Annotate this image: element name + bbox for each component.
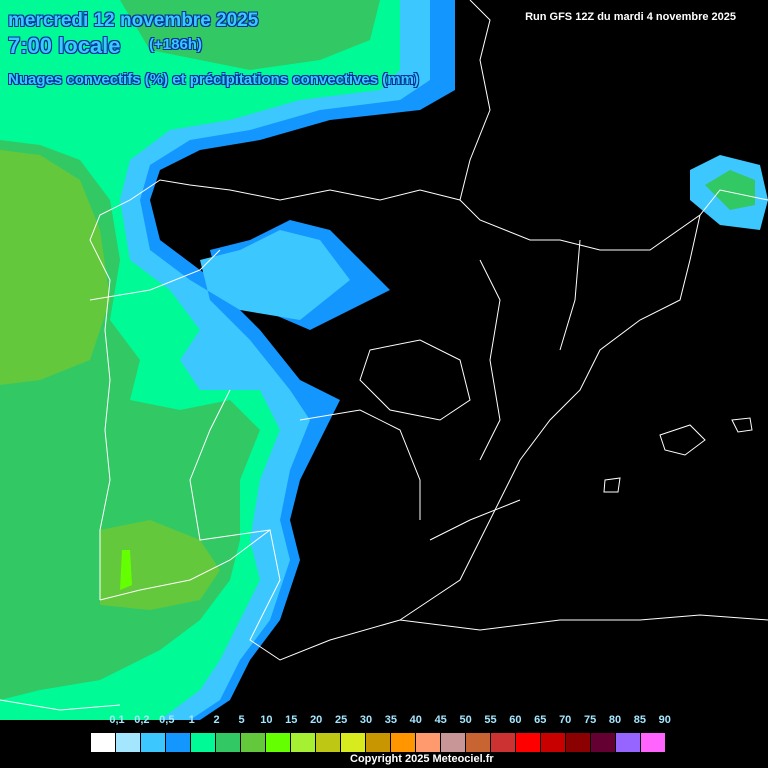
legend-label: 35: [384, 714, 398, 726]
legend-label: 55: [484, 714, 497, 726]
legend-label: 0,2: [134, 714, 150, 726]
forecast-lead-time: (+186h): [149, 36, 202, 53]
legend-swatch: [140, 732, 166, 753]
model-run-info: Run GFS 12Z du mardi 4 novembre 2025: [525, 11, 736, 23]
legend-label: 40: [409, 714, 422, 726]
legend-label: 45: [434, 714, 447, 726]
legend-swatch: [465, 732, 491, 753]
legend-label: 75: [583, 714, 597, 726]
legend-label: 0,5: [159, 714, 175, 726]
legend-swatch: [240, 732, 266, 753]
legend-label: 90: [658, 714, 671, 726]
legend-label: 0,1: [109, 714, 125, 726]
parameter-title: Nuages convectifs (%) et précipitations …: [8, 71, 419, 88]
legend-swatch: [565, 732, 591, 753]
legend-swatch: [490, 732, 516, 753]
coastlines: [0, 0, 768, 711]
legend-swatch: [440, 732, 466, 753]
legend-swatch: [215, 732, 241, 753]
legend-swatch: [590, 732, 616, 753]
legend-swatch: [90, 732, 116, 753]
legend-swatch: [115, 732, 141, 753]
field-bright-green: [120, 550, 132, 590]
field-olive-south: [100, 520, 220, 610]
legend-swatch: [190, 732, 216, 753]
legend-swatch: [415, 732, 441, 753]
legend-label: 20: [310, 714, 323, 726]
legend-label: 2: [213, 714, 220, 726]
legend-label: 30: [359, 714, 373, 726]
legend-label: 65: [534, 714, 547, 726]
field-green-top: [120, 0, 380, 70]
field-olive: [0, 150, 110, 385]
copyright: Copyright 2025 Meteociel.fr: [350, 753, 494, 765]
legend-label: 15: [285, 714, 298, 726]
legend-label: 25: [334, 714, 348, 726]
legend-label: 70: [559, 714, 572, 726]
legend-label: 50: [459, 714, 472, 726]
legend-swatch: [290, 732, 316, 753]
legend-label: 1: [188, 714, 195, 726]
forecast-time: 7:00 locale: [8, 33, 121, 58]
legend-swatch: [640, 732, 666, 753]
field-east-blob-inner: [705, 170, 755, 210]
legend-swatch: [365, 732, 391, 753]
legend-label: 60: [509, 714, 522, 726]
legend-swatch: [315, 732, 341, 753]
legend-swatch: [265, 732, 291, 753]
forecast-date: mercredi 12 novembre 2025: [8, 10, 259, 31]
legend-label: 85: [633, 714, 647, 726]
legend-swatch: [340, 732, 366, 753]
legend-swatch: [165, 732, 191, 753]
legend-swatch: [615, 732, 641, 753]
legend-swatch: [390, 732, 416, 753]
legend-swatch: [540, 732, 566, 753]
legend-label: 10: [260, 714, 273, 726]
color-legend: [90, 731, 667, 754]
legend-label: 5: [238, 714, 245, 726]
legend-label: 80: [608, 714, 622, 726]
legend-swatch: [515, 732, 541, 753]
